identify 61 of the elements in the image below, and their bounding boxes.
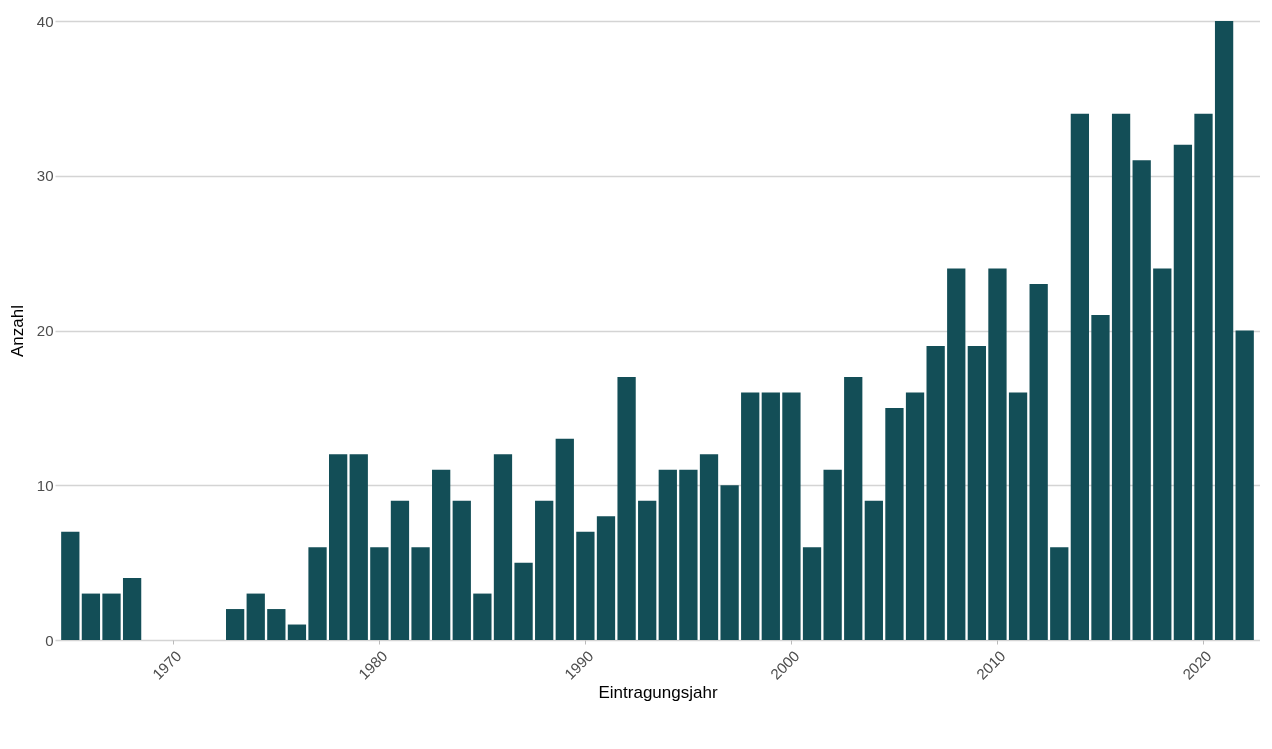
bar [514,562,533,640]
bar [864,500,883,640]
bar [720,485,739,640]
bar [988,268,1007,640]
bar [390,500,410,640]
bar [225,609,245,640]
bar [1050,547,1069,640]
bar [1070,113,1090,640]
y-axis-title: Anzahl [7,305,27,357]
bar [122,578,142,640]
bar [658,469,677,640]
bar [761,392,780,640]
bar [411,547,430,640]
bar [802,547,822,640]
bar [1111,113,1131,640]
bar [967,345,986,640]
bar [329,454,348,640]
bar [452,500,471,640]
bar [1153,268,1172,640]
bar [885,407,904,640]
y-tick-label: 30 [36,167,54,185]
bar [1091,315,1110,640]
bar [102,593,121,640]
bar [638,500,657,640]
bar [535,500,554,640]
y-tick-label: 10 [36,476,54,494]
bar [1132,160,1151,640]
bar [1173,144,1193,640]
bar [679,469,698,640]
bar [926,345,945,640]
bar [844,376,863,640]
bar [432,469,451,640]
y-tick-label: 0 [45,631,54,649]
bar [1008,392,1028,640]
bar [782,392,801,640]
bar [905,392,925,640]
bar [1214,21,1234,640]
bar [349,454,368,640]
bar [823,469,842,640]
bar [576,531,595,640]
bar [493,454,513,640]
bar [596,516,616,640]
bar [370,547,389,640]
y-tick-label: 40 [36,12,54,30]
bar [1194,113,1213,640]
bar [287,624,307,640]
bar [61,531,80,640]
bar [555,438,574,640]
bar [1235,330,1254,640]
bar [1029,284,1048,640]
bar [81,593,101,640]
bar [699,454,719,640]
bar [473,593,492,640]
y-tick-label: 20 [36,322,54,339]
bar [617,376,636,640]
bar [947,268,966,640]
bar [308,547,327,640]
bar [741,392,760,640]
bar [246,593,265,640]
bar [267,609,286,640]
x-axis-title: Eintragungsjahr [598,682,718,702]
